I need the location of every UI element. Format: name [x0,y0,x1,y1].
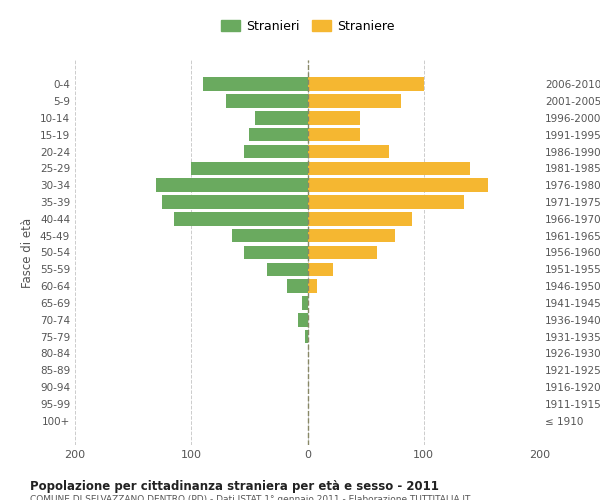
Bar [255,111,308,124]
Bar [308,111,360,124]
Bar [298,313,308,326]
Bar [308,78,424,91]
Y-axis label: Fasce di età: Fasce di età [22,218,34,288]
Bar [157,178,308,192]
Bar [308,178,488,192]
Text: COMUNE DI SELVAZZANO DENTRO (PD) - Dati ISTAT 1° gennaio 2011 - Elaborazione TUT: COMUNE DI SELVAZZANO DENTRO (PD) - Dati … [30,495,470,500]
Bar [308,212,412,226]
Bar [244,246,308,259]
Bar [232,229,308,242]
Bar [308,94,401,108]
Bar [308,280,317,293]
Bar [308,262,333,276]
Bar [267,262,308,276]
Bar [305,330,308,344]
Bar [191,162,308,175]
Bar [302,296,308,310]
Bar [287,280,308,293]
Bar [203,78,308,91]
Bar [250,128,308,141]
Bar [308,162,470,175]
Bar [308,128,360,141]
Bar [244,145,308,158]
Bar [308,145,389,158]
Bar [308,246,377,259]
Bar [162,196,308,209]
Bar [174,212,308,226]
Bar [308,196,464,209]
Bar [308,229,395,242]
Legend: Stranieri, Straniere: Stranieri, Straniere [217,16,398,36]
Bar [226,94,308,108]
Text: Popolazione per cittadinanza straniera per età e sesso - 2011: Popolazione per cittadinanza straniera p… [30,480,439,493]
